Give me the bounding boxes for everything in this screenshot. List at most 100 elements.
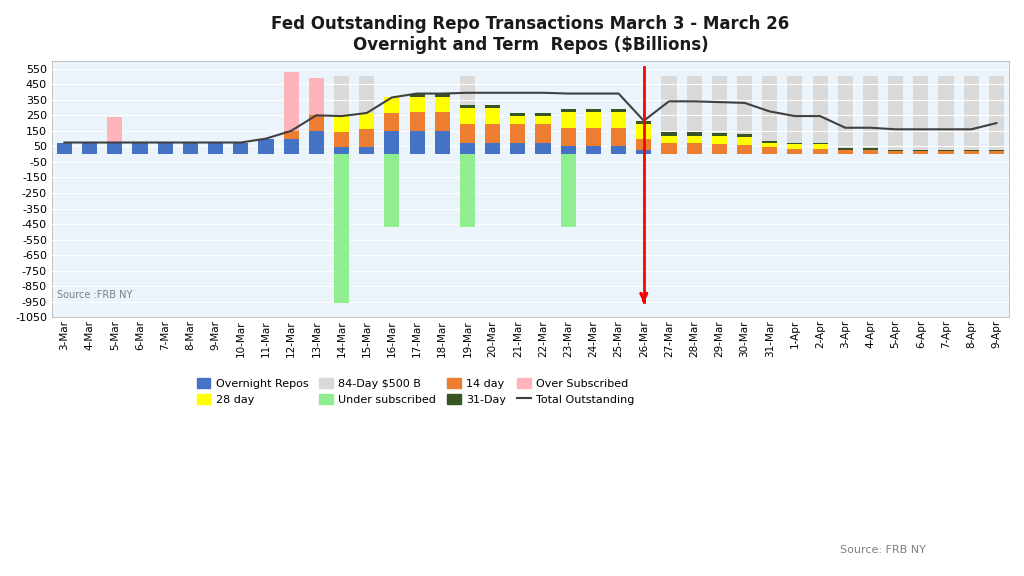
- Bar: [384, 113, 399, 131]
- Bar: [863, 150, 878, 154]
- Bar: [485, 108, 500, 124]
- Text: Source: FRB NY: Source: FRB NY: [840, 545, 926, 555]
- Bar: [787, 77, 803, 154]
- Total Outstanding: [788, 113, 801, 120]
- Bar: [82, 142, 97, 154]
- Bar: [888, 151, 903, 154]
- Bar: [309, 78, 324, 115]
- Bar: [485, 105, 500, 108]
- Total Outstanding: [738, 100, 751, 107]
- Bar: [334, 116, 349, 132]
- Bar: [359, 77, 374, 154]
- Bar: [611, 128, 626, 146]
- Bar: [787, 144, 803, 149]
- Bar: [913, 150, 929, 151]
- Bar: [108, 142, 123, 154]
- Total Outstanding: [462, 89, 474, 96]
- Bar: [787, 142, 803, 144]
- Bar: [435, 97, 450, 112]
- Bar: [586, 112, 601, 128]
- Total Outstanding: [839, 124, 851, 131]
- Bar: [989, 77, 1004, 154]
- Bar: [284, 72, 299, 131]
- Bar: [384, 131, 399, 154]
- Bar: [359, 147, 374, 154]
- Total Outstanding: [436, 90, 449, 97]
- Total Outstanding: [764, 108, 776, 115]
- Total Outstanding: [914, 126, 927, 132]
- Total Outstanding: [688, 98, 700, 105]
- Bar: [460, 154, 475, 227]
- Total Outstanding: [260, 135, 272, 142]
- Bar: [712, 144, 727, 154]
- Total Outstanding: [109, 139, 121, 146]
- Total Outstanding: [84, 139, 96, 146]
- Bar: [611, 109, 626, 112]
- Bar: [636, 124, 651, 139]
- Bar: [410, 131, 425, 154]
- Total Outstanding: [285, 127, 297, 134]
- Bar: [636, 150, 651, 154]
- Bar: [410, 93, 425, 97]
- Bar: [586, 128, 601, 146]
- Total Outstanding: [814, 113, 826, 120]
- Bar: [636, 121, 651, 124]
- Total Outstanding: [336, 113, 348, 120]
- Bar: [334, 132, 349, 147]
- Bar: [888, 150, 903, 151]
- Bar: [561, 109, 575, 112]
- Bar: [712, 133, 727, 137]
- Bar: [410, 112, 425, 131]
- Bar: [384, 97, 399, 113]
- Bar: [510, 116, 525, 124]
- Bar: [561, 146, 575, 154]
- Total Outstanding: [360, 109, 373, 116]
- Total Outstanding: [310, 112, 323, 119]
- Bar: [586, 146, 601, 154]
- Bar: [460, 124, 475, 142]
- Bar: [561, 112, 575, 128]
- Bar: [838, 148, 853, 150]
- Bar: [888, 77, 903, 154]
- Bar: [662, 132, 677, 135]
- Bar: [662, 135, 677, 143]
- Bar: [863, 148, 878, 150]
- Bar: [334, 154, 349, 304]
- Text: Source :FRB NY: Source :FRB NY: [56, 290, 132, 300]
- Total Outstanding: [587, 90, 599, 97]
- Bar: [812, 149, 827, 154]
- Bar: [460, 108, 475, 124]
- Total Outstanding: [612, 90, 625, 97]
- Bar: [662, 77, 677, 154]
- Bar: [158, 142, 173, 154]
- Bar: [762, 141, 777, 142]
- Bar: [460, 77, 475, 154]
- Total Outstanding: [58, 139, 71, 146]
- Bar: [586, 109, 601, 112]
- Line: Total Outstanding: Total Outstanding: [65, 93, 996, 142]
- Bar: [384, 154, 399, 227]
- Bar: [687, 135, 701, 143]
- Total Outstanding: [638, 118, 650, 124]
- Bar: [510, 113, 525, 116]
- Bar: [132, 142, 147, 154]
- Bar: [460, 105, 475, 108]
- Bar: [536, 124, 551, 142]
- Bar: [359, 113, 374, 128]
- Bar: [737, 145, 752, 154]
- Total Outstanding: [864, 124, 877, 131]
- Bar: [812, 77, 827, 154]
- Bar: [687, 132, 701, 135]
- Bar: [611, 146, 626, 154]
- Total Outstanding: [562, 90, 574, 97]
- Bar: [938, 150, 953, 151]
- Bar: [485, 142, 500, 154]
- Bar: [737, 77, 752, 154]
- Bar: [712, 77, 727, 154]
- Bar: [611, 112, 626, 128]
- Bar: [460, 142, 475, 154]
- Bar: [687, 77, 701, 154]
- Bar: [334, 147, 349, 154]
- Total Outstanding: [386, 94, 398, 101]
- Total Outstanding: [411, 90, 423, 97]
